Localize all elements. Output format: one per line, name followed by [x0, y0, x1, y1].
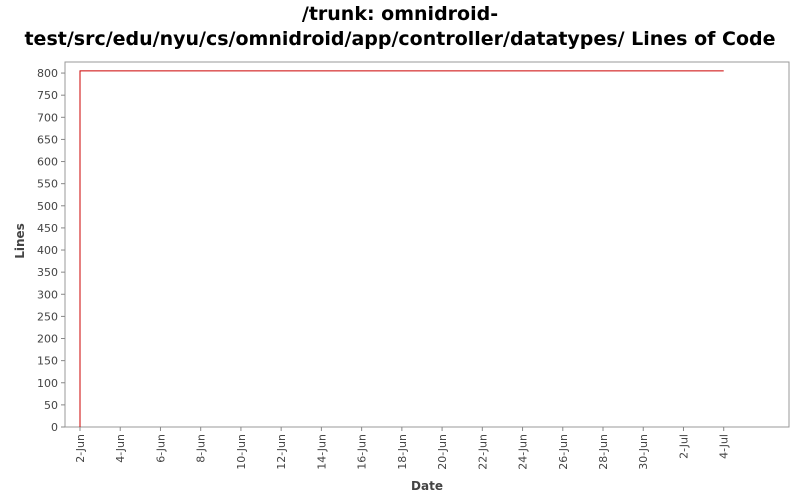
x-tick-label: 20-Jun [436, 434, 449, 470]
series-layer [79, 70, 724, 427]
x-tick-label: 14-Jun [315, 434, 328, 470]
y-tick-label: 650 [37, 133, 58, 146]
y-axis: 0 50 100 150 200 250 300 350 400 450 500 550 600 650 7… [37, 67, 65, 434]
x-tick-label: 26-Jun [557, 434, 570, 470]
x-tick-label: 8-Jun [195, 434, 208, 463]
y-tick-label: 800 [37, 67, 58, 80]
x-tick-label: 4-Jun [114, 434, 127, 463]
y-tick-label: 50 [44, 399, 58, 412]
y-axis-label: Lines [13, 223, 27, 259]
x-axis: 2-Jun 4-Jun 6-Jun 8-Jun 10-Jun 12-Jun 14-Jun 16… [74, 427, 731, 470]
y-tick-label: 750 [37, 89, 58, 102]
y-tick-label: 200 [37, 333, 58, 346]
chart-title: /trunk: omnidroid- test/src/edu/nyu/cs/o… [0, 2, 800, 52]
x-axis-label: Date [411, 479, 443, 493]
y-tick-label: 450 [37, 222, 58, 235]
chart-title-line-2: test/src/edu/nyu/cs/omnidroid/app/contro… [24, 28, 776, 50]
y-tick-label: 250 [37, 310, 58, 323]
x-tick-label: 10-Jun [235, 434, 248, 470]
x-tick-label: 18-Jun [396, 434, 409, 470]
y-tick-label: 500 [37, 200, 58, 213]
y-tick-label: 550 [37, 178, 58, 191]
y-tick-label: 100 [37, 377, 58, 390]
y-tick-label: 600 [37, 156, 58, 169]
y-tick-label: 700 [37, 111, 58, 124]
x-tick-label: 24-Jun [517, 434, 530, 470]
y-tick-label: 300 [37, 288, 58, 301]
x-tick-label: 30-Jun [637, 434, 650, 470]
chart-title-line-1: /trunk: omnidroid- [301, 3, 499, 25]
x-tick-label: 2-Jun [74, 434, 87, 463]
x-tick-label: 22-Jun [476, 434, 489, 470]
y-tick-label: 0 [51, 421, 58, 434]
y-tick-label: 350 [37, 266, 58, 279]
x-tick-label: 4-Jul [718, 434, 731, 459]
x-tick-label: 2-Jul [677, 434, 690, 459]
x-tick-label: 12-Jun [275, 434, 288, 470]
x-tick-label: 16-Jun [356, 434, 369, 470]
y-tick-label: 400 [37, 244, 58, 257]
series-line [79, 70, 724, 427]
y-tick-label: 150 [37, 355, 58, 368]
x-tick-label: 28-Jun [597, 434, 610, 470]
plot-area [64, 61, 790, 428]
x-tick-label: 6-Jun [154, 434, 167, 463]
